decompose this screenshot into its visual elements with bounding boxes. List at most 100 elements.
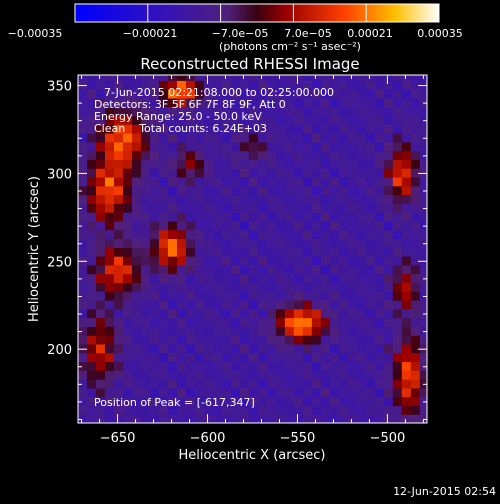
heatmap-cell — [356, 414, 367, 423]
heatmap-cell — [275, 185, 286, 196]
heatmap-cell — [383, 299, 394, 310]
heatmap-cell — [356, 176, 367, 187]
heatmap-cell — [140, 238, 151, 248]
heatmap-cell — [113, 282, 124, 292]
heatmap-cell — [86, 308, 97, 319]
heatmap-cell — [104, 361, 115, 371]
heatmap-cell — [194, 335, 205, 345]
heatmap-cell — [302, 176, 313, 187]
heatmap-cell — [95, 370, 106, 380]
heatmap-cell — [95, 291, 106, 301]
heatmap-cell — [410, 133, 421, 143]
heatmap-cell — [185, 80, 196, 90]
heatmap-cell — [311, 379, 322, 389]
heatmap-cell — [401, 343, 412, 354]
heatmap-cell — [347, 273, 358, 283]
plot-frame — [77, 74, 428, 424]
heatmap-cell — [176, 299, 187, 310]
heatmap-cell — [122, 229, 133, 240]
heatmap-cell — [230, 89, 241, 99]
heatmap-cell — [176, 379, 187, 389]
heatmap-cell — [266, 194, 277, 204]
heatmap-cell — [122, 75, 133, 81]
heatmap-cell — [86, 326, 97, 336]
heatmap-cell — [78, 89, 88, 99]
heatmap-cell — [113, 75, 124, 81]
heatmap-cell — [266, 124, 277, 134]
heatmap-cell — [275, 133, 286, 143]
heatmap-cell — [78, 282, 88, 292]
heatmap-cell — [158, 335, 169, 345]
heatmap-cell — [167, 97, 178, 108]
heatmap-cell — [78, 141, 88, 152]
heatmap-cell — [257, 124, 268, 134]
heatmap-cell — [302, 247, 313, 257]
heatmap-cell — [365, 220, 376, 231]
heatmap-cell — [221, 229, 232, 240]
heatmap-cell — [113, 335, 124, 345]
heatmap-cell — [140, 299, 151, 310]
heatmap-cell — [392, 106, 403, 117]
heatmap-cell — [401, 247, 412, 257]
heatmap-cell — [158, 150, 169, 160]
heatmap-cell — [212, 141, 223, 152]
heatmap-cell — [167, 168, 178, 178]
heatmap-cell — [329, 168, 340, 178]
heatmap-cell — [311, 299, 322, 310]
heatmap-cell — [338, 75, 349, 81]
heatmap-cell — [320, 229, 331, 240]
heatmap-cell — [78, 212, 88, 222]
heatmap-cell — [86, 387, 97, 398]
heatmap-cell — [122, 396, 133, 407]
heatmap-cell — [131, 396, 142, 407]
heatmap-cell — [410, 97, 421, 108]
heatmap-cell — [311, 115, 322, 125]
heatmap-cell — [131, 238, 142, 248]
heatmap-cell — [329, 229, 340, 240]
heatmap-cell — [248, 115, 259, 125]
heatmap-cell — [410, 414, 421, 423]
heatmap-cell — [140, 212, 151, 222]
heatmap-cell — [356, 343, 367, 354]
heatmap-cell — [293, 247, 304, 257]
heatmap-cell — [104, 220, 115, 231]
heatmap-cell — [302, 89, 313, 99]
heatmap-cell — [356, 133, 367, 143]
heatmap-cell — [356, 80, 367, 90]
heatmap-cell — [365, 405, 376, 415]
heatmap-cell — [329, 124, 340, 134]
heatmap-cell — [365, 308, 376, 319]
heatmap-cell — [149, 194, 160, 204]
heatmap-cell — [419, 361, 427, 371]
heatmap-cell — [356, 229, 367, 240]
heatmap-cell — [86, 335, 97, 345]
heatmap-cell — [419, 352, 427, 363]
heatmap-cell — [149, 97, 160, 108]
heatmap-cell — [392, 168, 403, 178]
heatmap-cell — [329, 379, 340, 389]
heatmap-cell — [338, 124, 349, 134]
heatmap-cell — [320, 414, 331, 423]
heatmap-cell — [86, 75, 97, 81]
heatmap-cell — [221, 238, 232, 248]
heatmap-cell — [419, 168, 427, 178]
heatmap-cell — [347, 352, 358, 363]
heatmap-cell — [230, 291, 241, 301]
heatmap-cell — [86, 282, 97, 292]
heatmap-cell — [212, 159, 223, 169]
heatmap-cell — [257, 220, 268, 231]
heatmap-cell — [230, 159, 241, 169]
heatmap-cell — [392, 352, 403, 363]
heatmap-cell — [311, 124, 322, 134]
heatmap-cell — [149, 75, 160, 81]
heatmap-cell — [212, 124, 223, 134]
heatmap-cell — [230, 273, 241, 283]
heatmap-cell — [392, 75, 403, 81]
heatmap-cell — [347, 291, 358, 301]
heatmap-cell — [284, 291, 295, 301]
heatmap-cell — [365, 282, 376, 292]
heatmap-cell — [212, 212, 223, 222]
heatmap-cell — [131, 264, 142, 275]
heatmap-cell — [293, 176, 304, 187]
